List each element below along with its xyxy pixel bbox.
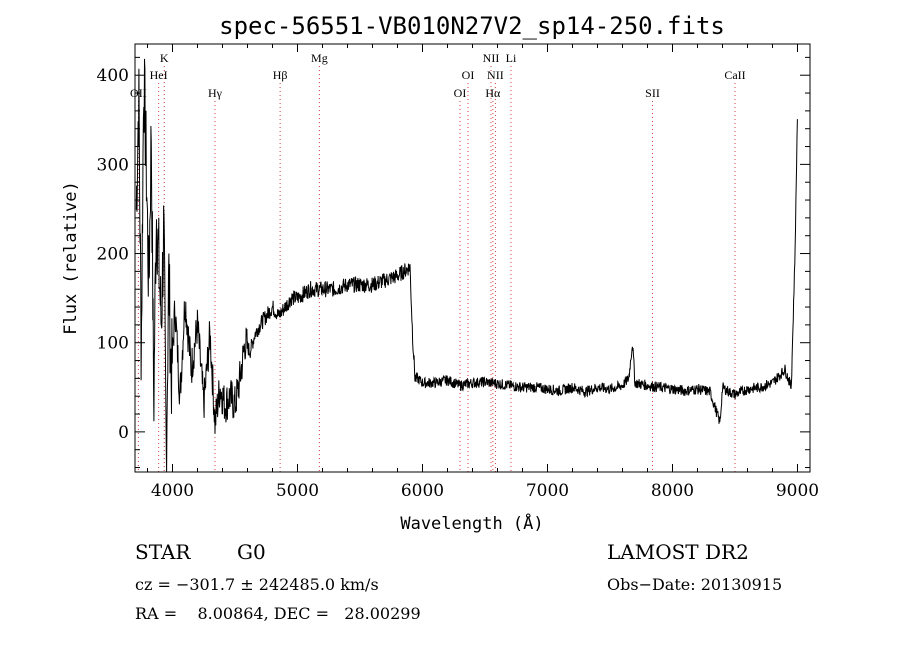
x-tick-label: 4000 bbox=[151, 481, 194, 501]
x-tick-label: 8000 bbox=[651, 481, 694, 501]
axis-ticks bbox=[135, 44, 810, 472]
spectrum-series bbox=[135, 58, 798, 473]
y-tick-label: 400 bbox=[97, 66, 129, 86]
object-class: STAR bbox=[135, 540, 191, 564]
line-marker-label: Mg bbox=[311, 51, 328, 65]
line-marker-label: CaII bbox=[724, 68, 745, 82]
line-marker-label: Hγ bbox=[208, 86, 223, 100]
line-marker-label: OI bbox=[454, 86, 467, 100]
y-axis-label: Flux (relative) bbox=[61, 181, 81, 335]
x-axis-label: Wavelength (Å) bbox=[400, 512, 543, 534]
redshift-cz: cz = −301.7 ± 242485.0 km/s bbox=[135, 575, 379, 594]
x-tick-label: 9000 bbox=[776, 481, 819, 501]
line-marker-label: Li bbox=[506, 51, 517, 65]
line-marker-label: NII bbox=[483, 51, 500, 65]
observation-date: Obs−Date: 20130915 bbox=[607, 575, 783, 594]
x-tick-label: 6000 bbox=[401, 481, 444, 501]
y-tick-label: 200 bbox=[97, 245, 129, 265]
y-tick-label: 300 bbox=[97, 155, 129, 175]
spectrum-line bbox=[135, 58, 798, 473]
x-tick-label: 5000 bbox=[276, 481, 319, 501]
line-marker-label: Hβ bbox=[273, 68, 288, 82]
y-tick-label: 100 bbox=[97, 334, 129, 354]
ra-dec: RA = 8.00864, DEC = 28.00299 bbox=[135, 604, 421, 623]
line-marker-label: OI bbox=[462, 68, 475, 82]
y-tick-label: 0 bbox=[118, 423, 129, 443]
line-marker-label: Hα bbox=[485, 86, 501, 100]
survey-name: LAMOST DR2 bbox=[607, 540, 749, 564]
line-marker-label: K bbox=[160, 51, 169, 65]
object-subclass: G0 bbox=[237, 540, 266, 564]
x-tick-label: 7000 bbox=[526, 481, 569, 501]
line-marker-label: HeI bbox=[150, 68, 168, 82]
axis-tick-labels: 4000 5000 6000 7000 8000 9000 0 100 200 300 400 bbox=[97, 66, 820, 501]
chart-title: spec-56551-VB010N27V2_sp14-250.fits bbox=[219, 12, 725, 40]
line-marker-label: SII bbox=[645, 86, 660, 100]
line-marker-label: NII bbox=[487, 68, 504, 82]
